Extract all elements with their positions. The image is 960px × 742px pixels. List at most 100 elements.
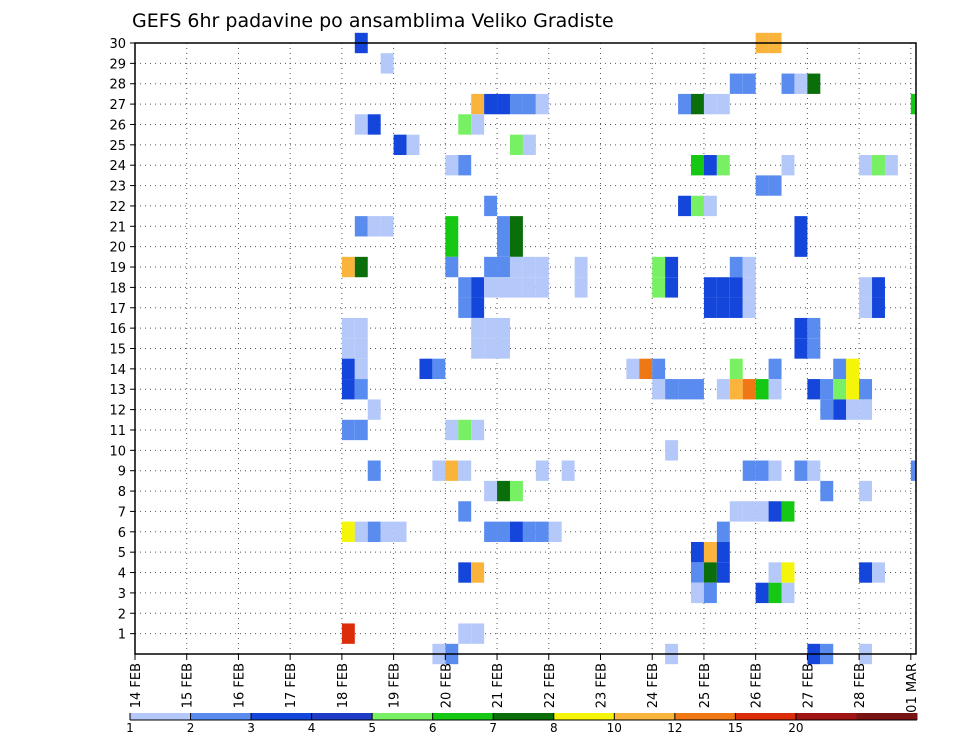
precip-cell (354, 338, 368, 359)
precip-cell (497, 216, 510, 237)
precip-cell (859, 379, 873, 400)
precip-cell (652, 256, 666, 278)
x-tick-label: 24 FEB (646, 663, 661, 708)
precip-cell (341, 338, 355, 359)
precip-cell (781, 582, 795, 604)
precip-cell (768, 501, 782, 522)
legend-label: 5 (368, 721, 376, 735)
precip-cell (859, 562, 873, 583)
precip-cell (341, 419, 355, 441)
precip-cell (484, 338, 498, 359)
legend-swatch (311, 713, 373, 720)
color-legend: 1 2 3 4 5 6 7 8 10 12 15 20 (126, 713, 918, 735)
precip-cell (691, 93, 704, 115)
precip-cell (742, 460, 756, 481)
precip-cell (716, 379, 730, 400)
y-tick-label: 28 (109, 78, 126, 93)
x-tick-label: 28 FEB (853, 663, 868, 708)
precip-cell (471, 338, 485, 359)
precip-cell (471, 623, 485, 644)
precip-cell (768, 460, 782, 481)
precip-cell (509, 521, 523, 542)
precip-cell (884, 155, 898, 176)
precip-cell (380, 521, 394, 542)
precip-cell (859, 297, 873, 318)
precip-cell (768, 379, 782, 400)
precip-cell (665, 256, 679, 278)
precip-cell (833, 358, 847, 380)
x-axis: 14 FEB 15 FEB 16 FEB 17 FEB 18 FEB 19 FEB 20 F… (129, 654, 920, 713)
precip-cell (716, 155, 730, 176)
legend-label: 4 (308, 721, 316, 735)
precip-cell (691, 379, 704, 400)
precip-cell (833, 379, 847, 400)
y-tick-label: 4 (118, 567, 126, 582)
precip-cell (729, 358, 743, 380)
legend-label: 3 (247, 721, 255, 735)
precip-cell (846, 399, 860, 420)
precip-cell (354, 521, 368, 542)
precip-cell (471, 297, 485, 318)
precip-cell (794, 236, 808, 257)
precip-cell (665, 379, 679, 400)
y-tick-label: 18 (109, 281, 126, 296)
precip-cell (458, 114, 472, 135)
precip-cell (406, 134, 420, 156)
precip-cell (380, 216, 394, 237)
precip-cell (522, 93, 536, 115)
precip-cell (755, 582, 769, 604)
precip-cell (807, 73, 821, 94)
y-tick-label: 12 (109, 404, 126, 419)
precip-cell (354, 379, 368, 400)
precip-cell (445, 460, 459, 481)
precip-cell (393, 134, 407, 156)
precip-cell (652, 358, 666, 380)
x-tick-label: 22 FEB (543, 663, 558, 708)
precip-cell (354, 317, 368, 339)
precip-cell (729, 73, 743, 94)
precip-cell (691, 541, 704, 563)
precip-cell (729, 379, 743, 400)
precip-cell (807, 338, 821, 359)
precip-cell (535, 277, 549, 298)
legend-label: 8 (550, 721, 558, 735)
precip-cell (703, 562, 717, 583)
precip-cell (509, 277, 523, 298)
precip-cell (367, 460, 381, 481)
precip-cell (509, 256, 523, 278)
precip-cell (781, 73, 795, 94)
precip-cell (471, 562, 485, 583)
precip-cell (781, 562, 795, 583)
precip-cell (755, 379, 769, 400)
precip-cell (471, 277, 485, 298)
precip-cell (497, 317, 510, 339)
precip-cell (910, 460, 916, 481)
legend-label: 10 (607, 721, 622, 735)
precip-cell (484, 93, 498, 115)
precip-cell (445, 216, 459, 237)
y-tick-label: 1 (118, 628, 126, 643)
y-tick-label: 6 (118, 526, 126, 541)
precip-cell (691, 562, 704, 583)
precip-cell (703, 277, 717, 298)
legend-swatch (795, 713, 857, 720)
x-tick-label: 25 FEB (698, 663, 713, 708)
y-tick-label: 21 (109, 220, 126, 235)
precip-cell (484, 256, 498, 278)
precip-cell (548, 521, 562, 542)
precip-cell (794, 338, 808, 359)
y-tick-label: 24 (109, 159, 126, 174)
precip-cell (522, 256, 536, 278)
legend-swatch (372, 713, 434, 720)
precip-cell (471, 93, 485, 115)
precipitation-cells (341, 32, 916, 665)
precip-cell (484, 195, 498, 217)
precip-cell (471, 419, 485, 441)
legend-swatch (674, 713, 736, 720)
precip-cell (781, 155, 795, 176)
y-tick-label: 26 (109, 118, 126, 133)
precip-cell (755, 460, 769, 481)
precip-cell (484, 521, 498, 542)
legend-label: 6 (429, 721, 437, 735)
x-tick-label: 27 FEB (801, 663, 816, 708)
